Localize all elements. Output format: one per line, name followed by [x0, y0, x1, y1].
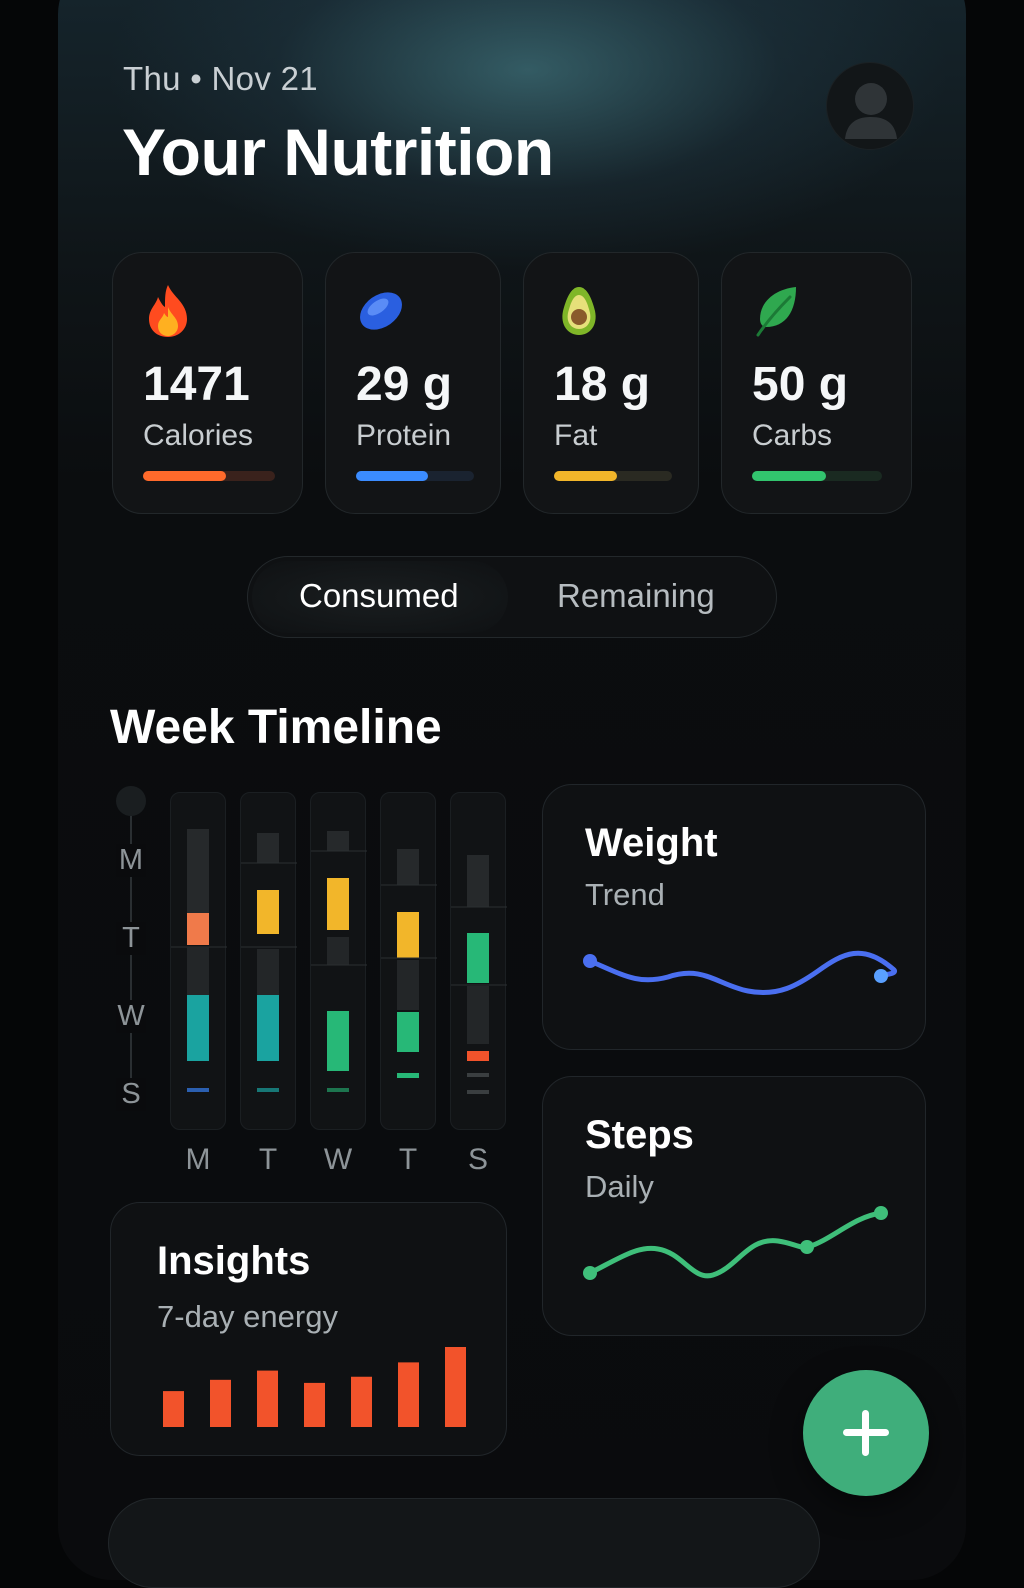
user-icon — [845, 83, 897, 139]
calories-progress-fill — [143, 471, 227, 481]
bottom-search-bar[interactable] — [108, 1498, 820, 1588]
stat-card-carbs[interactable]: 50 g Carbs — [721, 252, 912, 514]
carbs-label: Carbs — [752, 419, 833, 452]
steps-subtitle: Daily — [585, 1169, 654, 1204]
leaf-icon — [756, 287, 796, 337]
protein-progress-bar — [356, 471, 474, 481]
insights-bar-chart — [163, 1347, 466, 1427]
week-timeline-title: Week Timeline — [110, 701, 442, 754]
stat-card-protein[interactable]: 29 g Protein — [325, 252, 501, 514]
add-entry-button[interactable] — [803, 1370, 929, 1496]
protein-value: 29 g — [356, 358, 453, 411]
day-column-2[interactable] — [240, 792, 297, 1130]
protein-label: Protein — [356, 419, 452, 452]
day-column-chart — [381, 849, 437, 1078]
insights-subtitle: 7-day energy — [157, 1299, 338, 1334]
row-label-m: M — [116, 844, 146, 877]
insights-bar-6 — [398, 1362, 419, 1427]
tab-consumed[interactable]: Consumed — [299, 577, 459, 614]
calories-progress-bar — [143, 471, 275, 481]
weight-subtitle: Trend — [585, 877, 665, 912]
col-label-1: M — [185, 1143, 211, 1176]
row-label-t: T — [116, 922, 146, 955]
fat-progress-fill — [554, 471, 617, 481]
carbs-progress-bar — [752, 471, 882, 481]
row-label-s: S — [116, 1078, 146, 1111]
protein-progress-fill — [356, 471, 428, 481]
col-label-4: T — [398, 1143, 418, 1176]
calories-label: Calories — [143, 419, 254, 452]
day-column-chart — [311, 831, 367, 1092]
toggle-active-indicator — [252, 561, 508, 633]
flame-icon — [149, 285, 187, 337]
steps-card[interactable]: Steps Daily — [542, 1076, 926, 1336]
stat-card-calories[interactable]: 1471 Calories — [112, 252, 303, 514]
calories-value: 1471 — [143, 358, 250, 411]
insights-bar-7 — [445, 1347, 466, 1427]
day-column-3[interactable] — [310, 792, 367, 1130]
fat-progress-bar — [554, 471, 672, 481]
day-column-chart — [171, 829, 227, 1092]
day-column-chart — [241, 833, 297, 1092]
carbs-value: 50 g — [752, 358, 849, 411]
insights-bar-2 — [210, 1379, 231, 1427]
week-axis-handle[interactable] — [116, 786, 146, 816]
insights-bar-3 — [257, 1370, 278, 1427]
consumed-remaining-toggle[interactable]: Consumed Remaining — [247, 556, 777, 638]
day-column-1[interactable] — [170, 792, 227, 1130]
fat-value: 18 g — [554, 358, 651, 411]
weight-trend-line — [583, 950, 898, 996]
steps-trend-line — [583, 1206, 888, 1280]
weight-title: Weight — [585, 821, 718, 865]
col-label-3: W — [323, 1143, 353, 1176]
date-label: Thu • Nov 21 — [123, 60, 318, 97]
col-label-2: T — [258, 1143, 278, 1176]
insights-bar-1 — [163, 1391, 184, 1427]
insights-bar-5 — [351, 1376, 372, 1427]
fat-label: Fat — [554, 419, 598, 452]
col-label-5: S — [467, 1143, 488, 1176]
avocado-icon — [562, 287, 596, 335]
bean-icon — [360, 292, 402, 330]
week-axis-line — [130, 810, 132, 1100]
insights-card[interactable]: Insights 7-day energy — [110, 1202, 507, 1456]
day-column-chart — [451, 855, 507, 1094]
day-column-4[interactable] — [380, 792, 437, 1130]
tab-remaining[interactable]: Remaining — [557, 577, 715, 614]
weight-card[interactable]: Weight Trend — [542, 784, 926, 1050]
day-column-5[interactable] — [450, 792, 507, 1130]
steps-title: Steps — [585, 1113, 694, 1157]
insights-bar-4 — [304, 1382, 325, 1427]
row-label-w: W — [116, 1000, 146, 1033]
avatar[interactable] — [826, 62, 914, 150]
page-title: Your Nutrition — [122, 115, 554, 189]
stat-card-fat[interactable]: 18 g Fat — [523, 252, 699, 514]
insights-title: Insights — [157, 1239, 311, 1283]
carbs-progress-fill — [752, 471, 827, 481]
